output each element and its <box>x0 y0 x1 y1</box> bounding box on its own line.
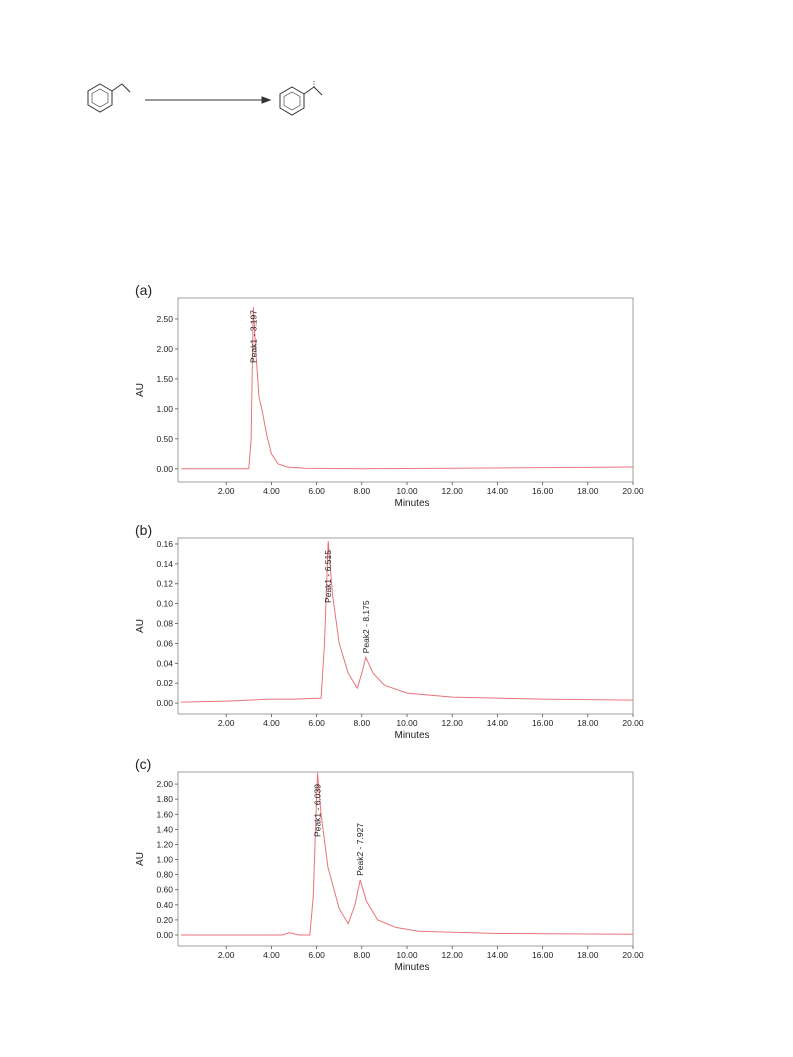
y-tick-label: 1.20 <box>156 839 173 849</box>
benzene-ring <box>87 83 113 113</box>
peak-label: Peak2 - 7.927 <box>355 823 365 876</box>
y-tick-label: 0.14 <box>156 559 173 569</box>
y-tick-label: 1.00 <box>156 404 173 414</box>
benzene-ring <box>279 86 305 116</box>
y-tick-label: 1.40 <box>156 824 173 834</box>
substituent <box>303 86 323 96</box>
x-tick-label: 18.00 <box>577 718 599 728</box>
x-tick-label: 4.00 <box>263 718 280 728</box>
x-tick-label: 20.00 <box>622 950 644 960</box>
x-tick-label: 12.00 <box>442 718 464 728</box>
x-tick-label: 8.00 <box>354 950 371 960</box>
y-tick-label: 0.10 <box>156 599 173 609</box>
y-axis-label: AU <box>135 852 146 866</box>
x-tick-label: 10.00 <box>396 950 418 960</box>
y-tick-label: 2.50 <box>156 314 173 324</box>
x-tick-label: 2.00 <box>218 950 235 960</box>
y-tick-label: 2.00 <box>156 344 173 354</box>
y-tick-label: 0.00 <box>156 930 173 940</box>
y-tick-label: 2.00 <box>156 779 173 789</box>
plot-frame <box>177 537 634 715</box>
x-tick-label: 8.00 <box>354 486 371 496</box>
x-tick-label: 2.00 <box>218 718 235 728</box>
y-tick-label: 0.00 <box>156 698 173 708</box>
x-tick-label: 10.00 <box>396 486 418 496</box>
x-axis-label: Minutes <box>394 730 429 741</box>
plot-frame <box>177 297 634 483</box>
x-tick-label: 18.00 <box>577 950 599 960</box>
plot-frame <box>177 771 634 947</box>
x-tick-label: 12.00 <box>442 486 464 496</box>
peak-label: Peak2 - 8.175 <box>361 600 371 653</box>
y-tick-label: 1.80 <box>156 794 173 804</box>
reaction-scheme <box>87 80 323 116</box>
y-tick-label: 0.60 <box>156 885 173 895</box>
x-tick-label: 2.00 <box>218 486 235 496</box>
peak-label: Peak1 - 6.515 <box>323 550 333 603</box>
x-tick-label: 20.00 <box>622 718 644 728</box>
x-tick-label: 18.00 <box>577 486 599 496</box>
chromatogram-line <box>181 306 634 470</box>
ethyl-chain <box>111 83 131 93</box>
y-tick-label: 0.20 <box>156 915 173 925</box>
panel-label: (c) <box>135 756 151 772</box>
x-tick-label: 14.00 <box>487 950 509 960</box>
x-tick-label: 16.00 <box>532 950 554 960</box>
ring-inner <box>283 91 301 111</box>
y-tick-label: 0.50 <box>156 434 173 444</box>
x-tick-label: 10.00 <box>396 718 418 728</box>
x-tick-label: 14.00 <box>487 486 509 496</box>
x-tick-label: 12.00 <box>442 950 464 960</box>
x-tick-label: 8.00 <box>354 718 371 728</box>
chromatogram-line <box>180 540 634 703</box>
x-axis-label: Minutes <box>394 962 429 973</box>
y-tick-label: 1.50 <box>156 374 173 384</box>
y-tick-label: 0.16 <box>156 539 173 549</box>
arrow-head <box>261 96 272 104</box>
y-tick-label: 0.06 <box>156 638 173 648</box>
x-tick-label: 6.00 <box>308 718 325 728</box>
x-tick-label: 16.00 <box>532 718 554 728</box>
y-tick-label: 0.08 <box>156 619 173 629</box>
y-tick-label: 0.80 <box>156 870 173 880</box>
y-tick-label: 1.60 <box>156 809 173 819</box>
y-tick-label: 0.02 <box>156 678 173 688</box>
x-tick-label: 4.00 <box>263 950 280 960</box>
panel-label: (a) <box>135 282 152 298</box>
y-axis-label: AU <box>135 383 146 397</box>
x-tick-label: 6.00 <box>308 486 325 496</box>
y-tick-label: 0.40 <box>156 900 173 910</box>
x-tick-label: 20.00 <box>622 486 644 496</box>
panel-label: (b) <box>135 522 152 538</box>
x-tick-label: 6.00 <box>308 950 325 960</box>
x-tick-label: 14.00 <box>487 718 509 728</box>
chromatogram-line <box>181 772 634 936</box>
y-tick-label: 0.00 <box>156 464 173 474</box>
y-tick-label: 0.12 <box>156 579 173 589</box>
x-tick-label: 4.00 <box>263 486 280 496</box>
y-tick-label: 0.04 <box>156 658 173 668</box>
ring-inner <box>91 88 109 108</box>
peak-label: Peak1 - 6.039 <box>312 784 322 837</box>
x-axis-label: Minutes <box>394 498 429 509</box>
peak-label: Peak1 - 3.197 <box>248 310 258 363</box>
x-tick-label: 16.00 <box>532 486 554 496</box>
y-tick-label: 1.00 <box>156 855 173 865</box>
y-axis-label: AU <box>135 619 146 633</box>
